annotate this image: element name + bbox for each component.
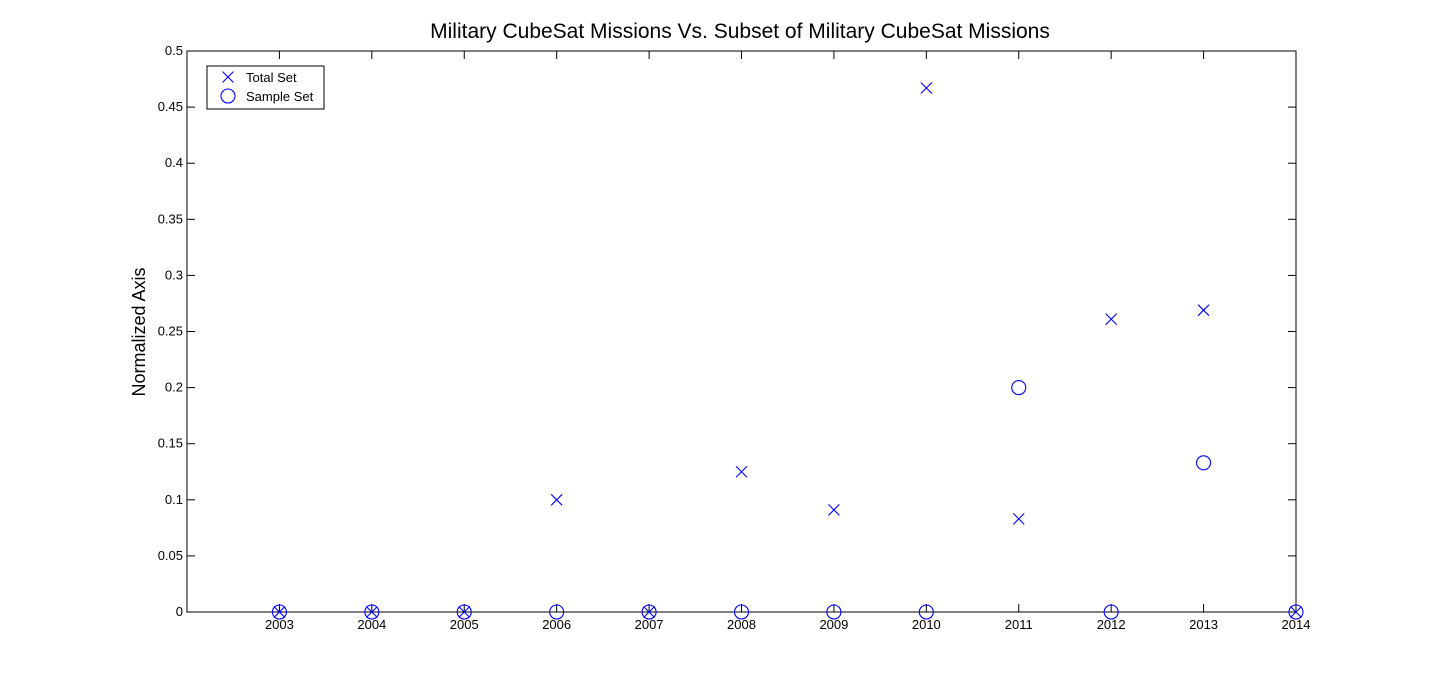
legend-marker-sample-set bbox=[220, 88, 236, 104]
sample-set-point bbox=[641, 604, 657, 620]
sample-set-point bbox=[456, 604, 472, 620]
total-set-point bbox=[920, 82, 933, 94]
legend: Total Set Sample Set bbox=[206, 65, 325, 110]
x-tick-label: 2007 bbox=[635, 617, 664, 632]
total-set-point bbox=[458, 606, 471, 618]
legend-marker-total-set bbox=[222, 71, 234, 83]
y-tick-label: 0.15 bbox=[158, 436, 183, 451]
data-marks bbox=[271, 82, 1304, 620]
legend-label-total-set: Total Set bbox=[246, 70, 297, 85]
x-tick-label: 2010 bbox=[912, 617, 941, 632]
x-tick-label: 2003 bbox=[265, 617, 294, 632]
y-tick-label: 0.3 bbox=[165, 267, 183, 282]
chart-title: Military CubeSat Missions Vs. Subset of … bbox=[430, 20, 1050, 43]
sample-set-point bbox=[733, 604, 750, 620]
total-set-point bbox=[1012, 512, 1025, 525]
sample-set-point bbox=[1288, 604, 1304, 620]
x-tick-label: 2008 bbox=[727, 617, 756, 632]
total-set-point bbox=[365, 606, 378, 618]
total-set-point bbox=[643, 606, 655, 618]
total-set-point bbox=[735, 465, 748, 478]
total-set-point bbox=[273, 606, 286, 618]
plot-area bbox=[186, 50, 1297, 613]
x-tick-label: 2012 bbox=[1097, 617, 1126, 632]
y-tick-label: 0.25 bbox=[158, 324, 183, 339]
x-tick-label: 2009 bbox=[819, 617, 848, 632]
sample-set-point bbox=[826, 604, 842, 620]
y-tick-label: 0.05 bbox=[158, 548, 183, 563]
y-axis-label: Normalized Axis bbox=[129, 267, 149, 396]
y-tick-label: 0.35 bbox=[158, 211, 183, 226]
x-tick-label: 2005 bbox=[450, 617, 479, 632]
y-tick-label: 0.5 bbox=[165, 43, 183, 58]
y-tick-label: 0 bbox=[176, 604, 183, 619]
sample-set-point bbox=[918, 604, 934, 620]
total-set-point bbox=[1197, 304, 1210, 317]
total-set-point bbox=[828, 504, 840, 516]
y-tick-label: 0.2 bbox=[165, 380, 183, 395]
x-tick-label: 2006 bbox=[542, 617, 571, 632]
y-tick-label: 0.45 bbox=[158, 99, 183, 114]
legend-label-sample-set: Sample Set bbox=[246, 89, 314, 104]
x-tick-label: 2014 bbox=[1282, 617, 1311, 632]
total-set-point bbox=[1105, 313, 1118, 326]
y-tick-label: 0.4 bbox=[165, 155, 183, 170]
sample-set-point bbox=[364, 604, 380, 620]
total-set-point bbox=[550, 493, 563, 506]
total-set-point bbox=[1290, 606, 1302, 618]
axis-ticks: 2003 2004 2005 2006 2007 2008 2009 2010 2011 2012… bbox=[158, 43, 1311, 632]
y-tick-label: 0.1 bbox=[165, 492, 183, 507]
legend-box bbox=[206, 65, 325, 110]
x-tick-label: 2004 bbox=[357, 617, 386, 632]
x-tick-label: 2011 bbox=[1005, 617, 1033, 632]
x-tick-label: 2013 bbox=[1189, 617, 1218, 632]
sample-set-point bbox=[1011, 380, 1027, 396]
sample-set-point bbox=[549, 604, 565, 620]
sample-set-point bbox=[1196, 455, 1212, 471]
sample-set-point bbox=[1103, 604, 1119, 620]
sample-set-point bbox=[271, 604, 287, 620]
